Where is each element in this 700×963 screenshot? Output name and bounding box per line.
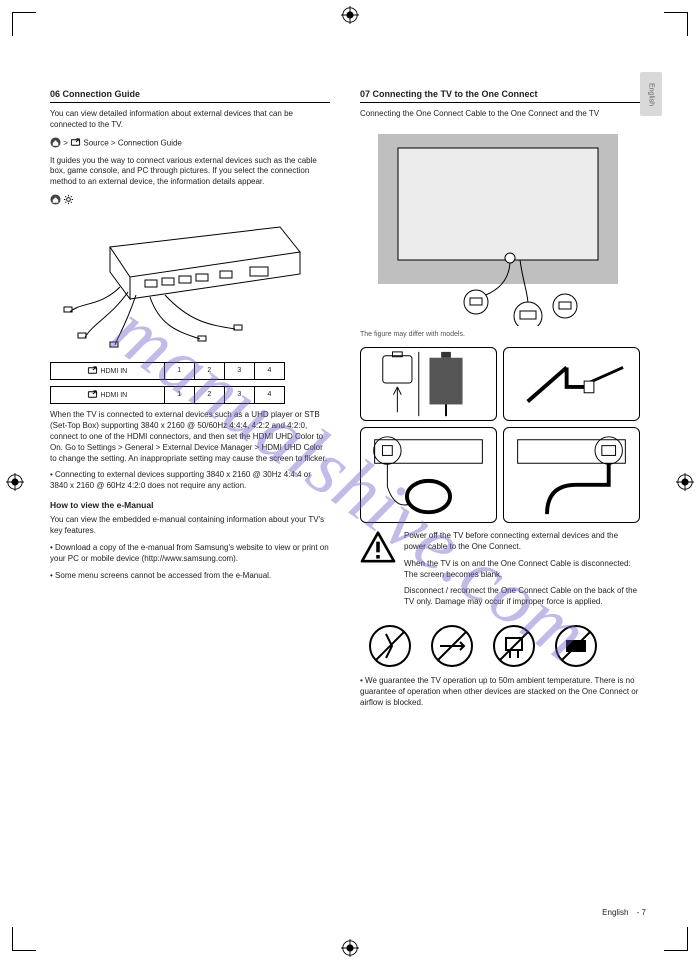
hdmi-table-b: HDMI IN 1 2 3 4 xyxy=(50,386,285,404)
fig-plug xyxy=(503,347,640,421)
page-number-value: - 7 xyxy=(637,908,646,917)
bullet: • We guarantee the TV operation up to 50… xyxy=(360,676,640,708)
page-number: English - 7 xyxy=(602,908,646,917)
para: When the TV is connected to external dev… xyxy=(50,410,330,464)
warning-text: Disconnect / reconnect the One Connect C… xyxy=(404,586,640,608)
cell: 1 xyxy=(164,386,194,403)
para xyxy=(50,194,330,207)
cell: 2 xyxy=(194,386,224,403)
para: Connecting the One Connect Cable to the … xyxy=(360,109,640,120)
bullet: • Some menu screens cannot be accessed f… xyxy=(50,571,330,582)
cell: 3 xyxy=(224,362,254,379)
prohibit-row xyxy=(360,624,640,668)
crop-mark xyxy=(12,927,36,951)
gear-icon xyxy=(63,194,74,207)
cell: 1 xyxy=(164,362,194,379)
source-icon xyxy=(87,389,98,401)
left-column: 06 Connection Guide You can view detaile… xyxy=(50,88,330,587)
hdmi-table-a: HDMI IN 1 2 3 4 xyxy=(50,362,285,380)
cell: 2 xyxy=(194,362,224,379)
warning-text: Power off the TV before connecting exter… xyxy=(404,531,640,553)
home-icon xyxy=(50,194,61,207)
breadcrumb-text: Source > Connection Guide xyxy=(83,138,182,147)
page-label: English xyxy=(602,908,628,917)
source-icon xyxy=(70,137,81,150)
home-icon xyxy=(50,137,61,150)
fig-adapter xyxy=(360,347,497,421)
prohibit-icon xyxy=(554,624,598,668)
figure-caption: The figure may differ with models. xyxy=(360,330,640,339)
subheading: How to view the e-Manual xyxy=(50,500,330,511)
warning-text: When the TV is on and the One Connect Ca… xyxy=(404,559,640,581)
language-tab: English xyxy=(640,72,662,116)
bullet: • xyxy=(50,470,53,479)
section-title: 07 Connecting the TV to the One Connect xyxy=(360,88,640,103)
para: It guides you the way to connect various… xyxy=(50,156,330,188)
note: • Connecting to external devices support… xyxy=(50,470,330,492)
right-column: 07 Connecting the TV to the One Connect … xyxy=(360,88,640,714)
one-connect-figure xyxy=(50,217,310,352)
cell: 3 xyxy=(224,386,254,403)
crop-mark xyxy=(12,12,36,36)
source-icon xyxy=(87,365,98,377)
note-text: Connecting to external devices supportin… xyxy=(50,470,311,490)
para: You can view the embedded e-manual conta… xyxy=(50,515,330,537)
registration-mark xyxy=(6,473,24,491)
crop-mark xyxy=(664,927,688,951)
fig-box-front-a xyxy=(360,427,497,523)
cell: 4 xyxy=(254,362,284,379)
warning-block: Power off the TV before connecting exter… xyxy=(360,531,640,614)
prohibit-icon xyxy=(368,624,412,668)
fig-box-front-b xyxy=(503,427,640,523)
registration-mark xyxy=(676,473,694,491)
bullet: • Download a copy of the e-manual from S… xyxy=(50,543,330,565)
warning-icon xyxy=(360,531,396,563)
prohibit-icon xyxy=(492,624,536,668)
registration-mark xyxy=(341,6,359,24)
figure-grid xyxy=(360,347,640,523)
para: You can view detailed information about … xyxy=(50,109,330,131)
para: > Source > Connection Guide xyxy=(50,137,330,150)
cell: HDMI IN xyxy=(100,392,127,399)
cell: HDMI IN xyxy=(100,368,127,375)
prohibit-icon xyxy=(430,624,474,668)
section-title: 06 Connection Guide xyxy=(50,88,330,103)
crop-mark xyxy=(664,12,688,36)
cell: 4 xyxy=(254,386,284,403)
registration-mark xyxy=(341,939,359,957)
tv-wall-figure xyxy=(360,126,635,326)
page-content: English 06 Connection Guide You can view… xyxy=(50,50,650,913)
